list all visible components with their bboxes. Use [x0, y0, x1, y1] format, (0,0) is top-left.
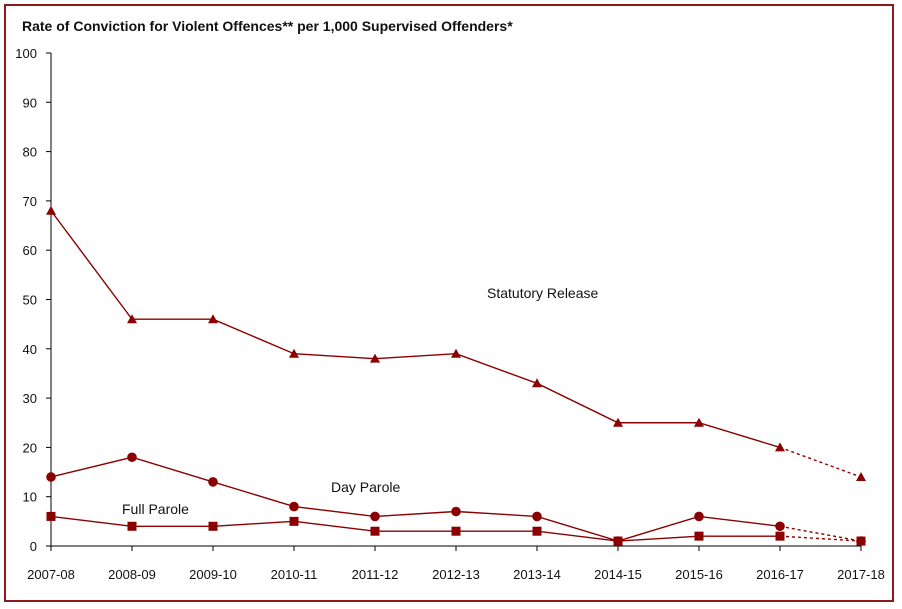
series-label-full-parole: Full Parole [122, 501, 189, 517]
series-label-day-parole: Day Parole [331, 479, 400, 495]
x-tick-label: 2014-15 [594, 567, 642, 582]
x-tick-label: 2007-08 [27, 567, 75, 582]
series-line-full-parole [50, 515, 780, 542]
data-point-day-parole [694, 511, 704, 522]
data-point-statutory-release [856, 471, 866, 481]
y-tick-label: 60 [23, 243, 37, 258]
data-point-full-parole [451, 526, 461, 536]
chart-title: Rate of Conviction for Violent Offences*… [22, 18, 513, 34]
data-point-full-parole [289, 516, 299, 526]
data-point-statutory-release [370, 353, 380, 363]
data-point-statutory-release [613, 417, 623, 427]
data-point-day-parole [532, 511, 542, 522]
x-tick-label: 2013-14 [513, 567, 561, 582]
data-point-statutory-release [451, 348, 461, 358]
data-point-day-parole [370, 511, 380, 522]
series-line-dotted-full-parole [779, 535, 862, 542]
y-tick-label: 30 [23, 391, 37, 406]
x-tick-label: 2011-12 [352, 567, 399, 582]
data-point-day-parole [289, 501, 299, 512]
data-point-day-parole [775, 521, 785, 532]
data-point-statutory-release [289, 348, 299, 358]
data-point-full-parole [694, 531, 704, 541]
y-tick-label: 100 [15, 46, 37, 61]
y-tick-label: 20 [23, 440, 37, 455]
data-point-day-parole [46, 472, 56, 482]
data-point-full-parole [127, 521, 137, 531]
x-tick-label: 2009-10 [189, 567, 237, 582]
series-label-statutory-release: Statutory Release [487, 285, 598, 301]
series-markers [46, 205, 866, 546]
series-line-statutory-release [50, 210, 781, 449]
data-point-full-parole [370, 526, 380, 536]
data-point-day-parole [451, 506, 461, 517]
data-point-full-parole [208, 521, 218, 531]
series-line-day-parole [50, 456, 781, 542]
data-point-statutory-release [694, 417, 704, 427]
y-tick-label: 10 [23, 490, 37, 505]
x-tick-label: 2012-13 [432, 567, 480, 582]
x-tick-label: 2008-09 [108, 567, 156, 582]
axes: 0 10 20 30 40 50 60 70 80 90 100 2007-08 2008-09 2009… [15, 46, 885, 582]
y-tick-label: 80 [23, 145, 37, 160]
y-tick-label: 90 [23, 95, 37, 110]
series-labels: Statutory Release Day Parole Full Parole [122, 285, 598, 517]
data-point-statutory-release [532, 378, 542, 388]
x-tick-label: 2015-16 [675, 567, 723, 582]
series-line-dotted-statutory-release [779, 446, 862, 478]
data-point-full-parole [532, 526, 542, 536]
y-tick-label: 0 [30, 539, 37, 554]
y-tick-label: 50 [23, 293, 37, 308]
chart-frame [4, 4, 894, 602]
data-point-statutory-release [46, 205, 56, 215]
data-point-full-parole [46, 511, 56, 521]
data-point-full-parole [613, 536, 623, 546]
y-tick-label: 70 [23, 194, 37, 209]
data-point-statutory-release [208, 314, 218, 324]
data-point-full-parole [775, 531, 785, 541]
series-line-dotted-day-parole [779, 525, 862, 542]
data-point-day-parole [127, 452, 137, 463]
x-tick-label: 2017-18 [837, 567, 885, 582]
data-point-full-parole [856, 536, 866, 546]
data-point-day-parole [208, 477, 218, 487]
data-point-statutory-release [127, 314, 137, 324]
x-tick-label: 2016-17 [756, 567, 804, 582]
x-tick-label: 2010-11 [271, 567, 318, 582]
y-tick-label: 40 [23, 342, 37, 357]
series-lines [50, 210, 862, 542]
data-point-statutory-release [775, 442, 785, 452]
